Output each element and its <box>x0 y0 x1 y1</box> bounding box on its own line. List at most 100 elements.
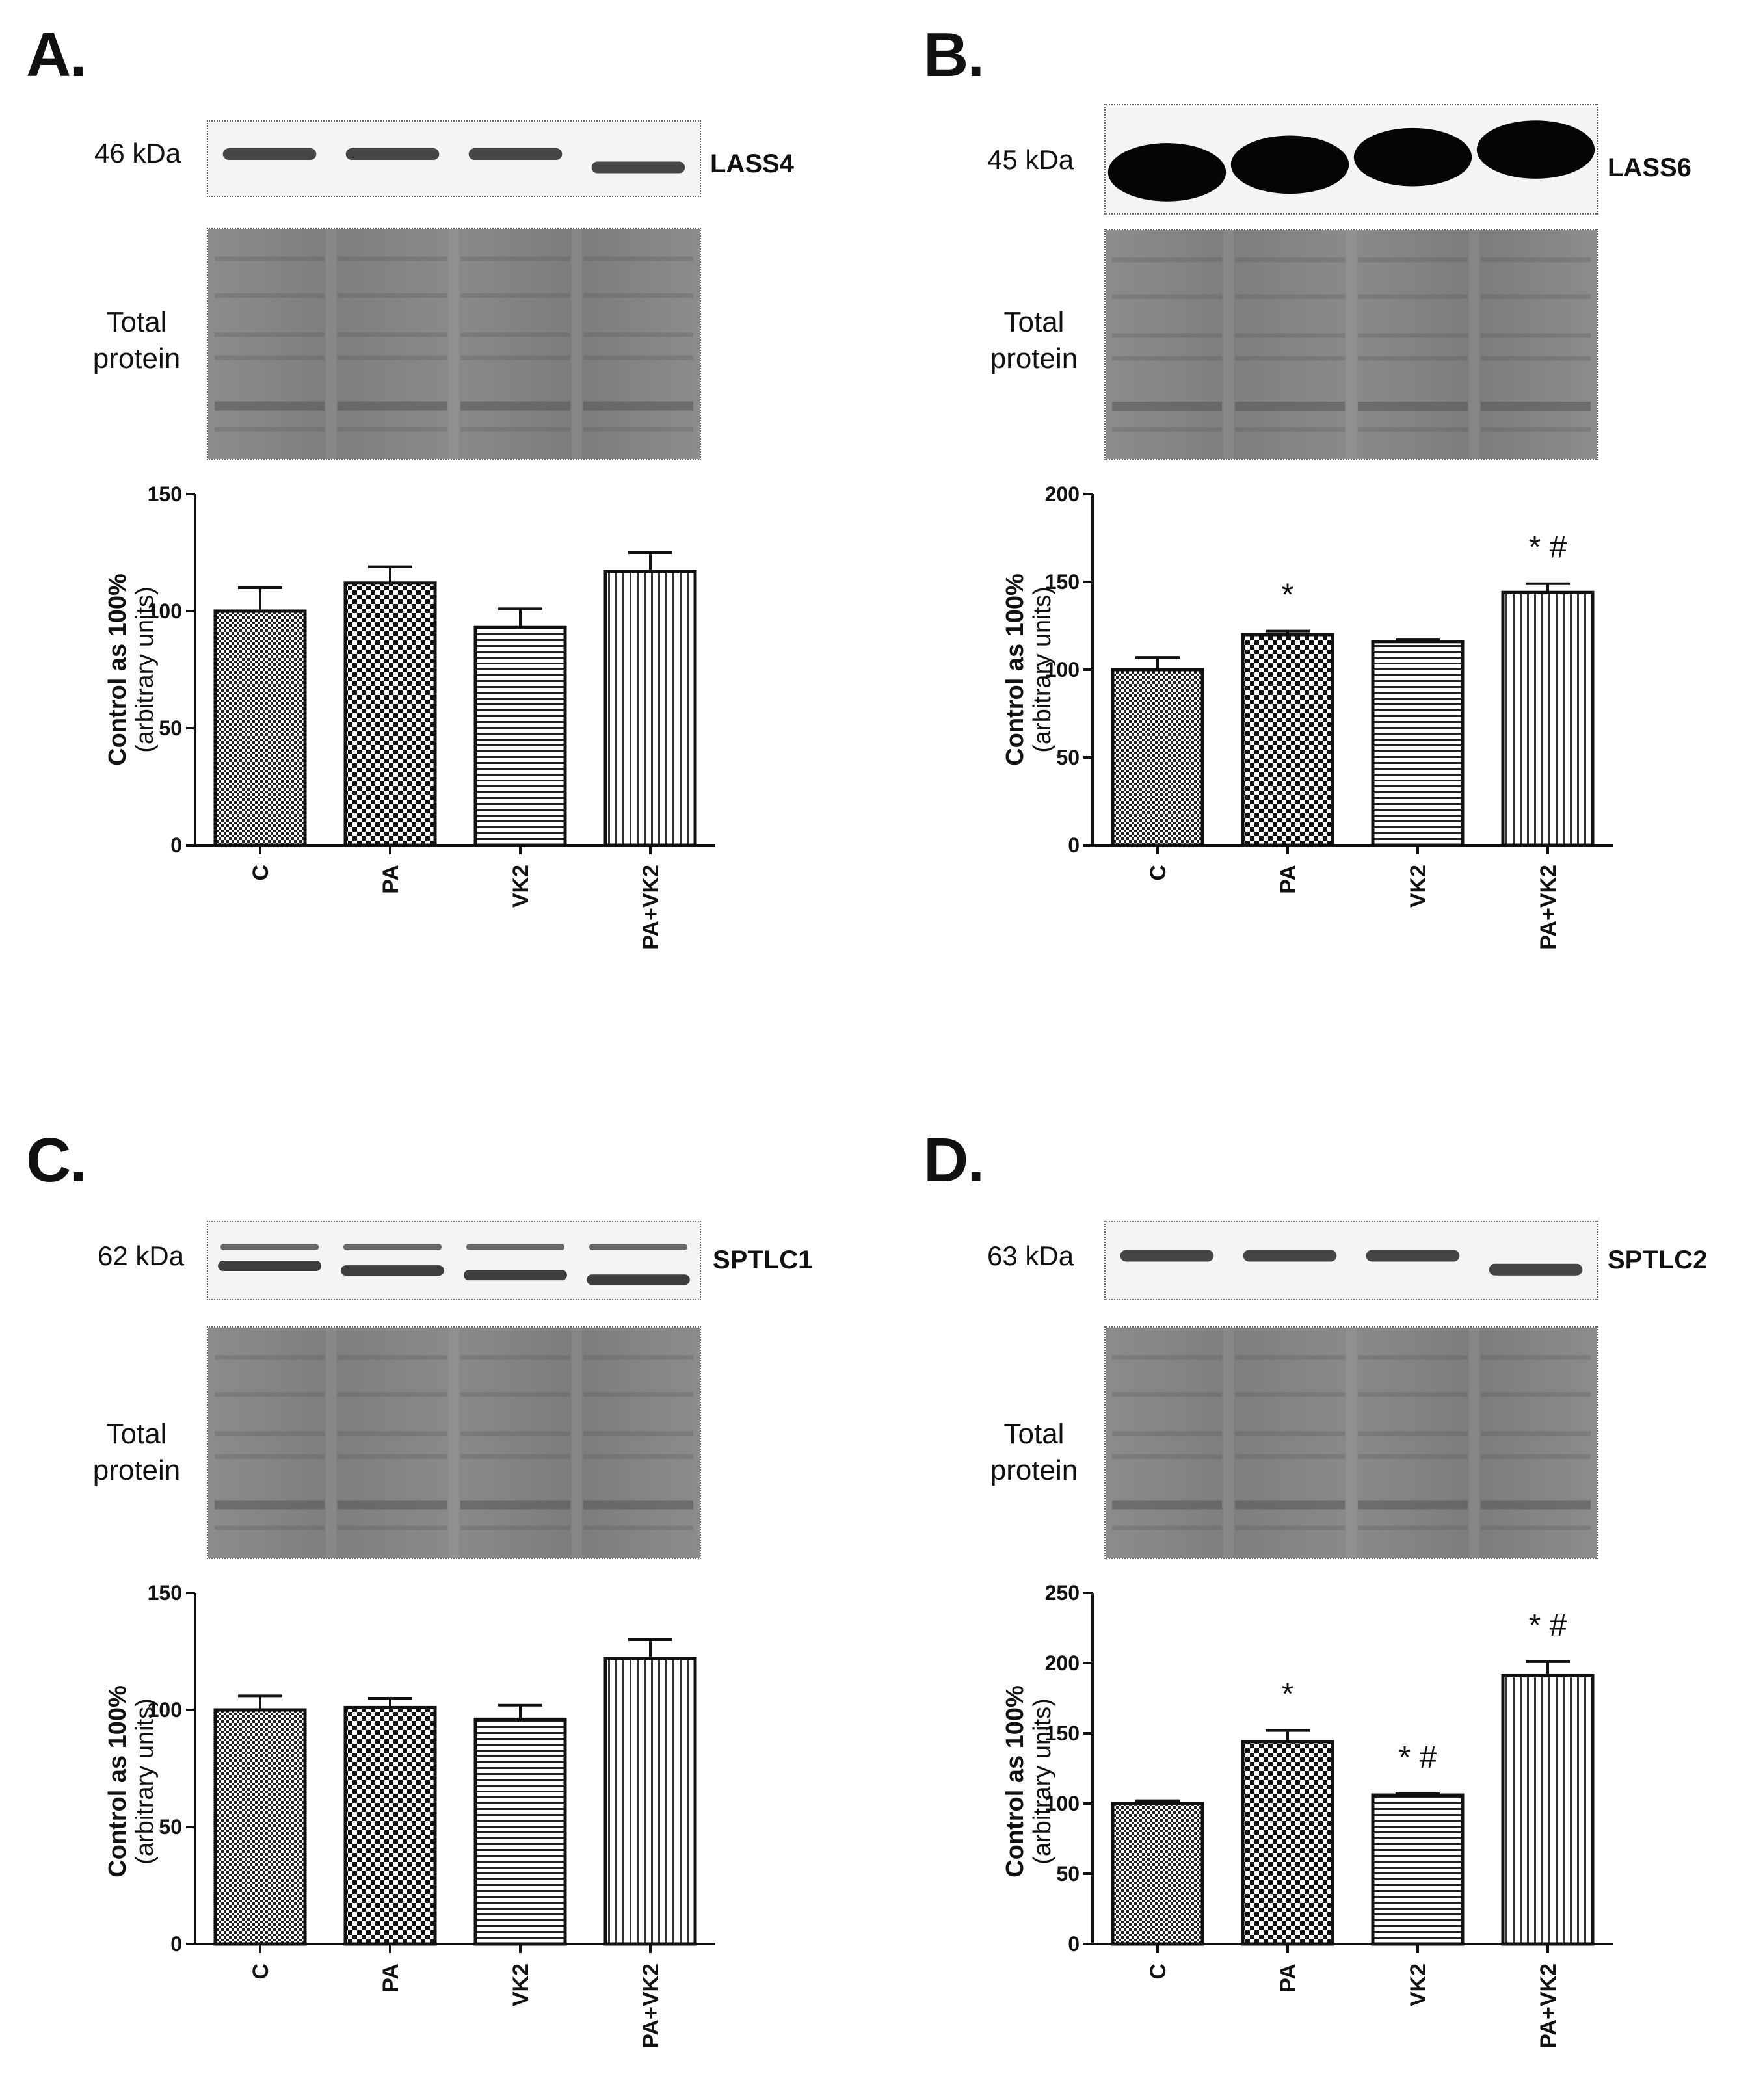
category-label: PA <box>1276 865 1301 894</box>
panel-a: A. 46 kDa LASS4 Total protein Control as … <box>0 0 868 1044</box>
bar-chart: 0 50 100 150 200 C PA * VK2 PA+VK2 * # <box>1045 482 1613 950</box>
bar-chart: 0 50 100 150 C PA VK2 PA+VK2 <box>148 1581 715 2049</box>
y-tick-label: 50 <box>1056 746 1080 769</box>
bar <box>213 1708 307 1946</box>
western-blot-band <box>207 120 701 197</box>
total-protein-line1: Total <box>1003 1418 1065 1450</box>
y-tick-label: 100 <box>148 599 182 623</box>
y-tick-label: 50 <box>1056 1862 1080 1885</box>
bar <box>473 1717 567 1946</box>
molecular-weight-label: 45 kDa <box>987 144 1074 175</box>
significance-marker: * # <box>1529 1608 1567 1643</box>
molecular-weight-label: 63 kDa <box>987 1240 1074 1271</box>
total-protein-label: Total protein <box>969 304 1099 377</box>
total-protein-line2: protein <box>92 1454 181 1486</box>
bar-chart: 0 50 100 150 C PA VK2 PA+VK2 <box>148 482 715 950</box>
total-protein-line1: Total <box>106 306 167 338</box>
y-axis-label-main: Control as 100% <box>104 573 131 766</box>
total-protein-line2: protein <box>92 343 181 374</box>
y-tick-label: 0 <box>1068 1932 1080 1956</box>
bar <box>1501 590 1595 847</box>
protein-name: LASS4 <box>710 150 794 178</box>
panel-letter: A. <box>26 20 87 90</box>
bar-chart: 0 50 100 150 200 250 C PA * VK2 * # PA+VK2 * # <box>1045 1581 1613 2049</box>
category-label: VK2 <box>1406 1963 1431 2006</box>
panel-c: C. 62 kDa SPTLC1 Total protein Control as… <box>0 1099 868 2088</box>
y-tick-label: 0 <box>170 833 182 857</box>
y-tick-label: 50 <box>159 1815 182 1839</box>
category-label: PA+VK2 <box>639 865 663 950</box>
y-tick-label: 0 <box>170 1932 182 1956</box>
panel-letter: C. <box>26 1125 87 1195</box>
bar <box>1241 1740 1334 1946</box>
bar <box>1501 1673 1595 1946</box>
total-protein-line2: protein <box>990 1454 1078 1486</box>
total-protein-label: Total protein <box>72 1416 202 1489</box>
significance-marker: * # <box>1529 531 1567 565</box>
western-blot-band <box>1104 104 1598 215</box>
bar <box>1371 1793 1465 1946</box>
molecular-weight-label: 46 kDa <box>94 138 181 168</box>
bar <box>213 609 307 847</box>
category-label: PA <box>378 1963 403 1993</box>
y-tick-label: 100 <box>1045 658 1080 681</box>
western-blot-band <box>207 1221 701 1300</box>
category-label: PA <box>1276 1963 1301 1993</box>
y-tick-label: 150 <box>1045 570 1080 594</box>
category-label: C <box>1146 1963 1171 1980</box>
y-tick-label: 150 <box>148 482 182 506</box>
bar <box>1111 668 1204 847</box>
total-protein-gel <box>1104 1326 1598 1559</box>
significance-marker: * <box>1282 578 1294 612</box>
bar <box>1111 1802 1204 1946</box>
total-protein-line1: Total <box>1003 306 1065 338</box>
bar <box>473 625 567 847</box>
bar <box>343 581 437 847</box>
protein-name: LASS6 <box>1608 153 1691 182</box>
total-protein-line1: Total <box>106 1418 167 1450</box>
panel-b: B. 45 kDa LASS6 Total protein Control as … <box>897 0 1737 1044</box>
total-protein-gel <box>1104 229 1598 460</box>
category-label: VK2 <box>1406 865 1431 908</box>
bar <box>1371 640 1465 847</box>
total-protein-label: Total protein <box>969 1416 1099 1489</box>
y-tick-label: 150 <box>1045 1722 1080 1745</box>
category-label: C <box>248 1963 273 1980</box>
molecular-weight-label: 62 kDa <box>98 1240 185 1271</box>
category-label: PA+VK2 <box>1536 865 1561 950</box>
bar <box>343 1705 437 1946</box>
category-label: VK2 <box>509 865 533 908</box>
total-protein-gel <box>207 228 701 460</box>
y-axis-label-main: Control as 100% <box>1001 573 1029 766</box>
category-label: PA+VK2 <box>1536 1963 1561 2049</box>
category-label: C <box>248 865 273 881</box>
bar <box>603 570 697 847</box>
bar <box>1241 633 1334 847</box>
panel-letter: D. <box>923 1125 985 1195</box>
western-blot-band <box>1104 1221 1598 1300</box>
y-tick-label: 100 <box>1045 1792 1080 1815</box>
significance-marker: * # <box>1399 1740 1437 1775</box>
y-tick-label: 200 <box>1045 482 1080 506</box>
protein-name: SPTLC1 <box>713 1246 813 1274</box>
bar <box>603 1657 697 1946</box>
y-tick-label: 100 <box>148 1698 182 1722</box>
panel-d: D. 63 kDa SPTLC2 Total protein Control as… <box>897 1099 1737 2088</box>
y-axis-label-main: Control as 100% <box>1001 1685 1029 1878</box>
y-tick-label: 50 <box>159 716 182 740</box>
y-tick-label: 200 <box>1045 1651 1080 1675</box>
category-label: C <box>1146 865 1171 881</box>
significance-marker: * <box>1282 1677 1294 1712</box>
y-tick-label: 250 <box>1045 1581 1080 1605</box>
category-label: VK2 <box>509 1963 533 2006</box>
total-protein-label: Total protein <box>72 304 202 377</box>
panel-letter: B. <box>923 20 985 90</box>
category-label: PA+VK2 <box>639 1963 663 2049</box>
y-axis-label-main: Control as 100% <box>104 1685 131 1878</box>
y-tick-label: 0 <box>1068 833 1080 857</box>
protein-name: SPTLC2 <box>1608 1246 1708 1274</box>
total-protein-line2: protein <box>990 343 1078 374</box>
total-protein-gel <box>207 1326 701 1559</box>
y-tick-label: 150 <box>148 1581 182 1605</box>
category-label: PA <box>378 865 403 894</box>
